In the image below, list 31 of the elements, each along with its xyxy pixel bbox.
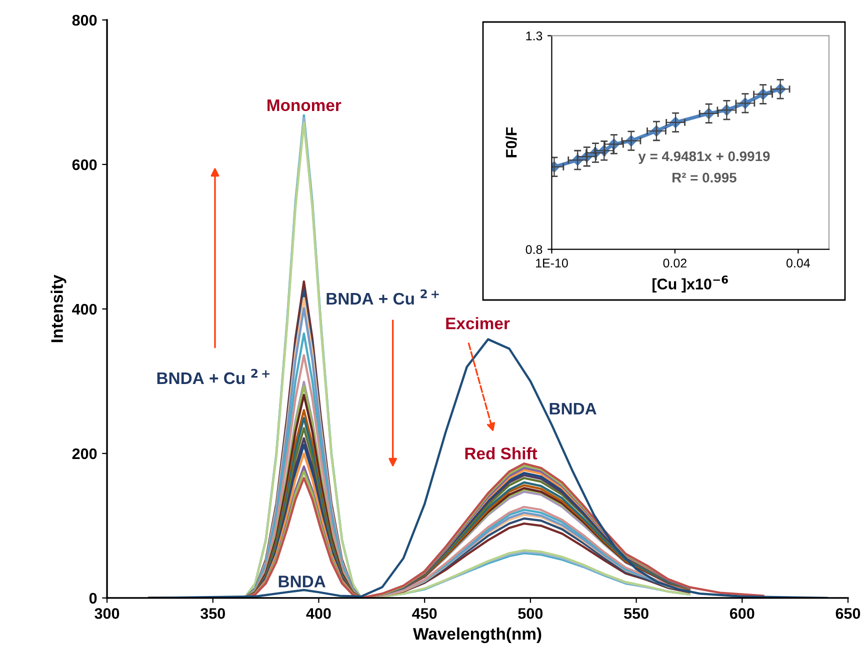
y-tick-label: 0 <box>89 592 97 604</box>
annotation: BNDA <box>550 402 596 414</box>
x-tick-label: 600 <box>730 608 754 619</box>
x-tick-label: 450 <box>412 608 437 619</box>
annotation: Monomer <box>268 99 342 112</box>
annotation: y = 4.9481x + 0.9919 <box>638 151 770 164</box>
x-axis-title: [Cu ]x10$^{−6}$ <box>652 276 728 292</box>
x-tick-label: 650 <box>836 608 860 619</box>
y-axis-title: F0/F <box>506 127 517 158</box>
y-tick-label: 600 <box>72 159 97 170</box>
x-tick-label: 550 <box>624 608 648 619</box>
annotation: Excimer <box>446 317 510 330</box>
y-tick-label: 400 <box>72 304 97 315</box>
y-tick-label: 200 <box>72 448 97 460</box>
x-tick-label: 350 <box>200 608 225 619</box>
annotation: BNDA + Cu $^{2+}$ <box>157 368 270 384</box>
y-tick-label: 1.3 <box>526 32 542 40</box>
y-tick-label: 800 <box>72 14 97 26</box>
x-axis-title: Wavelength(nm) <box>413 627 542 644</box>
x-tick-label: 0.02 <box>663 258 686 268</box>
x-tick-label: 300 <box>94 608 120 619</box>
x-tick-label: 400 <box>306 608 331 619</box>
x-tick-label: 0.04 <box>786 258 810 268</box>
x-tick-label: 500 <box>518 608 543 619</box>
x-tick-label: 1E-10 <box>536 258 568 268</box>
annotation: R² = 0.995 <box>672 172 736 183</box>
y-tick-label: 0.8 <box>526 245 542 254</box>
annotation: BNDA + Cu $^{2+}$ <box>326 289 439 305</box>
annotation: Red Shift <box>465 447 538 460</box>
y-axis-title: Intensity <box>50 274 66 342</box>
annotation: BNDA <box>278 576 326 588</box>
